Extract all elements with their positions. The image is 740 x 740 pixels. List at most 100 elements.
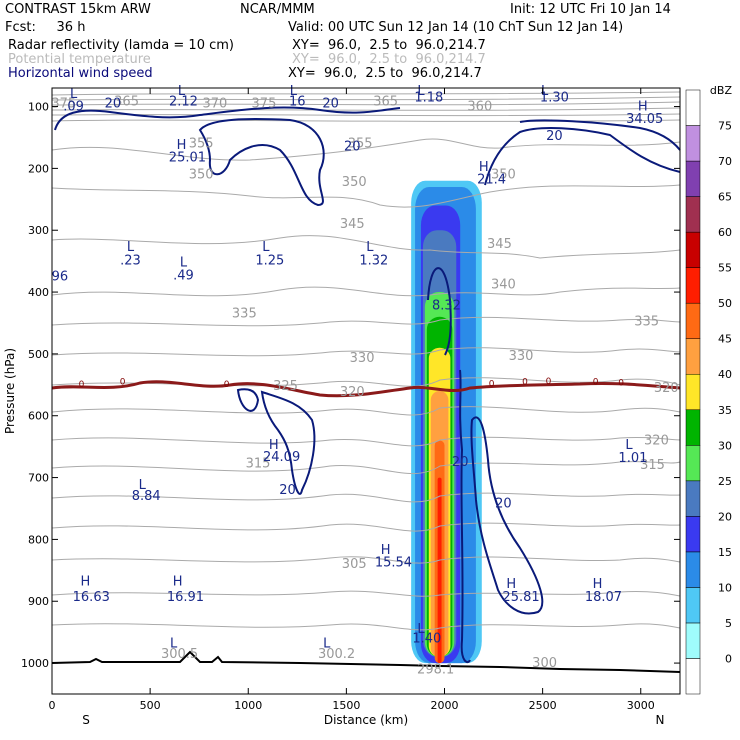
valid-time: Valid: 00 UTC Sun 12 Jan 14 (10 ChT Sun … [288,20,623,35]
wind-label-3: L [178,84,186,99]
colorbar-swatch-8 [685,373,701,411]
field1-name: Radar reflectivity (lamda = 10 cm) [8,38,234,53]
theta-label-2: 370 [202,96,227,111]
wind-label-40: 15.54 [375,555,412,570]
theta-label-21: 320 [644,433,669,448]
wind-label-52: L [323,636,331,651]
wind-label-4: 2.12 [169,95,198,110]
theta-line-top-1 [51,91,681,96]
theta-label-28: 300 [532,656,557,671]
theta-label-23: 315 [640,458,665,473]
theta-label-17: 330 [509,349,534,364]
colorbar-swatch-16 [685,89,701,126]
model-name: CONTRAST 15km ARW [5,2,151,17]
field3-name: Horizontal wind speed [8,66,153,81]
x-tick-label-1500: 1500 [332,699,360,712]
theta-label-24: 305 [342,557,367,572]
theta-label-11: 345 [340,217,365,232]
theta-line-355 [51,138,681,161]
wind-contour-core-right [459,369,471,664]
theta-label-7: 355 [348,137,373,152]
zero-label-7: 0 [618,379,624,389]
theta-label-8: 350 [189,168,214,183]
forecast-hour: Fcst: 36 h [5,20,85,35]
y-tick-label-1000: 1000 [21,657,49,670]
theta-line-top-3 [51,101,681,106]
theta-label-0: 375 [51,96,76,111]
wind-label-46: 25.81 [502,590,539,605]
wind-label-11: 1.30 [540,90,569,105]
theta-label-1: 365 [114,95,139,110]
field3-xy: XY= 96.0, 2.5 to 96.0,214.7 [288,66,482,81]
y-tick-label-700: 700 [28,472,49,485]
x-tick-label-2500: 2500 [529,699,557,712]
wind-label-5: L [290,84,298,99]
colorbar-label-40: 40 [718,368,732,381]
wind-label-29: 8.32 [432,299,461,314]
x-tick-label-2000: 2000 [431,699,459,712]
theta-line-320 [51,406,681,416]
theta-contours [51,91,681,631]
colorbar-swatch-7 [685,409,701,446]
wind-label-27: 1.32 [359,254,388,269]
wind-label-7: 20 [322,96,339,111]
field2-name: Potential temperature [8,52,151,67]
wind-contour-mid-left [260,390,316,495]
theta-line-330 [51,347,681,357]
colorbar-swatch-10 [685,302,701,339]
zero-label-4: 0 [522,377,528,387]
colorbar-swatch-3 [685,551,701,588]
wind-label-33: 20 [452,455,469,470]
theta-line-lower-5 [51,623,681,631]
wind-label-9: 1.18 [414,90,443,105]
theta-line-315 [51,436,681,447]
x-axis-label: Distance (km) [324,713,408,727]
colorbar-label-75: 75 [718,120,732,133]
theta-line-top-4 [51,107,681,111]
wind-label-15: 20 [546,129,563,144]
wind-label-42: 16.63 [73,590,110,605]
wind-contour-core [427,267,452,356]
wind-label-24: L [262,240,270,255]
theta-line-335 [51,316,681,327]
colorbar-swatch-6 [685,445,701,482]
wind-label-34: 20 [495,497,512,512]
zero-label-6: 0 [593,377,599,387]
y-tick-label-300: 300 [28,224,49,237]
wind-label-19: 21.4 [477,173,506,188]
plot-frame [51,87,681,695]
colorbar-swatch-1 [685,622,701,659]
colorbar-swatch-0 [685,658,701,695]
wind-label-16: H [177,138,187,153]
theta-label-22: 315 [246,456,271,471]
colorbar-label-25: 25 [718,475,732,488]
wind-label-23: .49 [173,268,194,283]
zero-labels: 0 0 0 0 0 0 0 0 [79,377,625,390]
theta-label-9: 350 [342,175,367,190]
y-tick-label-500: 500 [28,348,49,361]
colorbar-label-70: 70 [718,155,732,168]
x-end-label-left: S [82,713,90,727]
theta-line-lower-4 [51,590,681,597]
y-tick-label-400: 400 [28,286,49,299]
header: CONTRAST 15km ARW NCAR/MMM Init: 12 UTC … [5,2,671,81]
wind-label-18: H [479,160,489,175]
x-end-label-right: N [656,713,665,727]
wind-contour-top-left [54,106,401,131]
theta-label-10: 350 [491,168,516,183]
colorbar-swatch-12 [685,231,701,268]
colorbar-unit: dBZ [710,84,733,97]
colorbar-swatch-15 [685,125,701,162]
colorbar-label-35: 35 [718,404,732,417]
colorbar-label-65: 65 [718,191,732,204]
zero-label-2: 0 [224,380,230,390]
wind-label-2: 20 [105,96,122,111]
colorbar-swatch-2 [685,587,701,624]
y-axis-label: Pressure (hPa) [3,348,17,434]
wind-label-43: H [173,574,183,589]
theta-label-16: 330 [350,351,375,366]
y-tick-label-100: 100 [28,101,49,114]
